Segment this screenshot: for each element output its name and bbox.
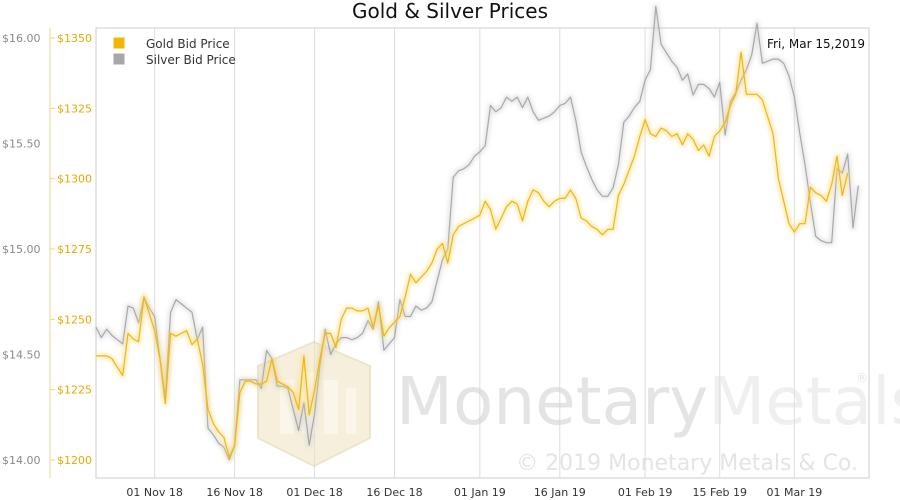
- legend-label-gold: Gold Bid Price: [146, 37, 230, 51]
- legend-item-gold[interactable]: Gold Bid Price: [113, 37, 230, 51]
- right-axis-ticks: $14.00 $14.50 $15.00 $15.50 $16.00: [2, 32, 41, 467]
- right-tick-label-0: $14.00: [2, 454, 41, 467]
- watermark-registered: ®: [856, 371, 868, 385]
- watermark-brand-second: Metals: [708, 363, 900, 440]
- date-label: Fri, Mar 15,2019: [767, 37, 865, 51]
- x-tick-label-1: 16 Nov 18: [206, 486, 262, 499]
- x-tick-label-5: 16 Jan 19: [534, 486, 586, 499]
- x-tick-label-2: 01 Dec 18: [286, 486, 342, 499]
- x-tick-label-8: 01 Mar 19: [766, 486, 822, 499]
- right-tick-label-1: $14.50: [2, 349, 41, 362]
- left-axis-ticks: $1200 $1225 $1250 $1275 $1300 $1325 $1350: [50, 32, 92, 467]
- left-tick-label-5: $1325: [57, 102, 92, 115]
- right-tick-label-3: $15.50: [2, 138, 41, 151]
- right-tick-label-2: $15.00: [2, 243, 41, 256]
- legend-swatch-silver: [113, 53, 125, 65]
- series-line-gold: [96, 51, 849, 458]
- right-tick-label-4: $16.00: [2, 32, 41, 45]
- left-tick-label-2: $1250: [57, 313, 92, 326]
- watermark-copyright: © 2019 Monetary Metals & Co.: [516, 451, 858, 476]
- x-tick-label-6: 01 Feb 19: [618, 486, 672, 499]
- x-tick-label-3: 16 Dec 18: [366, 486, 422, 499]
- plot-area: [95, 27, 870, 479]
- left-tick-label-0: $1200: [57, 454, 92, 467]
- x-tick-label-4: 01 Jan 19: [454, 486, 506, 499]
- left-tick-label-6: $1350: [57, 32, 92, 45]
- left-tick-label-1: $1225: [57, 384, 92, 397]
- left-tick-label-4: $1300: [57, 173, 92, 186]
- series-lines: [93, 3, 861, 463]
- legend-label-silver: Silver Bid Price: [146, 53, 236, 67]
- watermark-brand-first: Monetary: [396, 363, 708, 440]
- legend-item-silver[interactable]: Silver Bid Price: [113, 53, 236, 67]
- chart-title: Gold & Silver Prices: [352, 0, 548, 23]
- legend-swatch-gold: [113, 37, 125, 49]
- legend: Gold Bid Price Silver Bid Price: [113, 37, 236, 67]
- left-tick-label-3: $1275: [57, 243, 92, 256]
- x-tick-label-7: 15 Feb 19: [692, 486, 746, 499]
- x-tick-label-0: 01 Nov 18: [126, 486, 182, 499]
- x-axis-ticks: 01 Nov 18 16 Nov 18 01 Dec 18 16 Dec 18 01 J…: [126, 486, 822, 499]
